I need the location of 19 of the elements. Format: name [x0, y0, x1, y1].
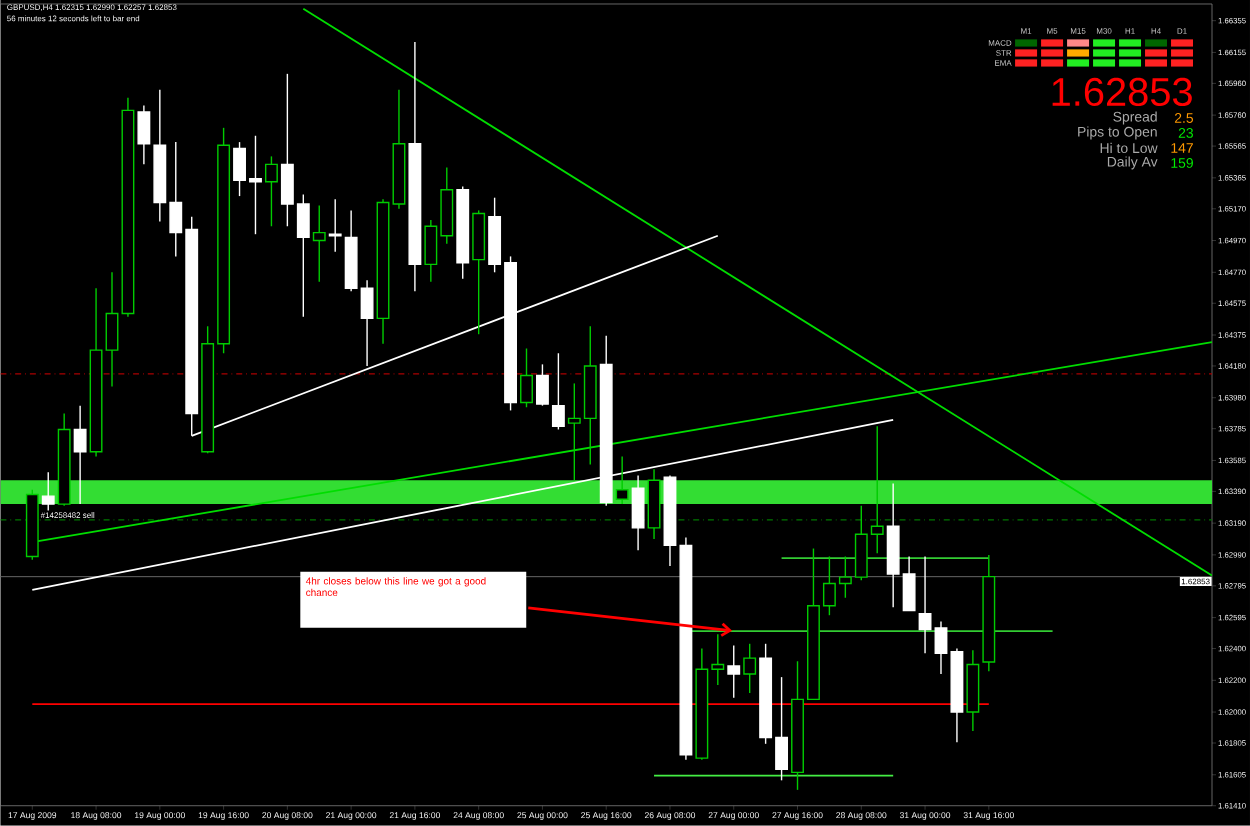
candlestick [615, 455, 629, 505]
candlestick [520, 347, 533, 409]
candlestick [743, 643, 757, 694]
candlestick [41, 471, 55, 512]
candlestick [73, 405, 87, 505]
candlestick [647, 468, 661, 540]
candlestick [918, 555, 932, 655]
candlestick [472, 209, 486, 336]
candlestick [551, 352, 565, 431]
candlestick [312, 205, 326, 283]
candlestick [966, 649, 980, 732]
candlestick [727, 644, 741, 699]
candlestick [137, 105, 151, 166]
candlestick [264, 155, 278, 228]
candlestick [328, 198, 342, 253]
candlestick [631, 474, 645, 551]
candlestick [105, 271, 119, 388]
annotation: 1.62853 [1052, 77, 1192, 107]
candlestick [536, 363, 549, 407]
